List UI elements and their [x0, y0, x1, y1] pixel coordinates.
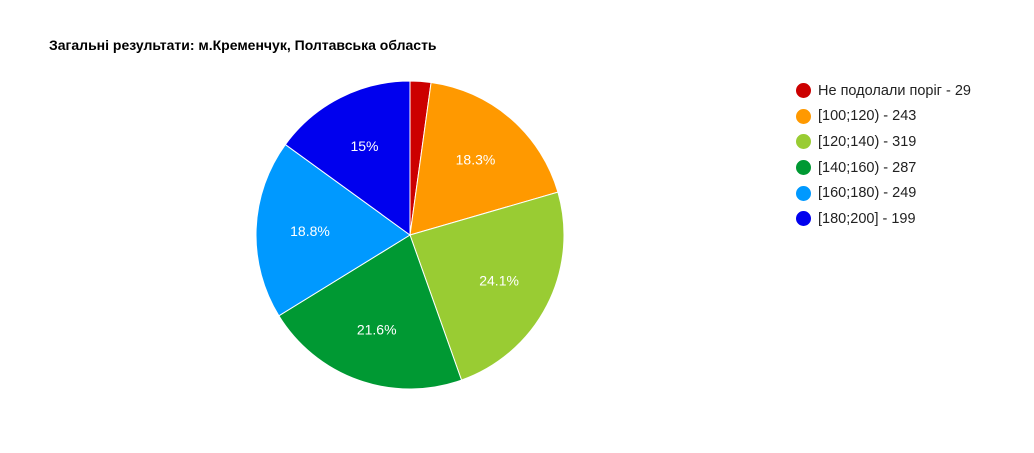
legend-item-4[interactable]: [160;180) - 249: [796, 180, 971, 206]
legend-label: [120;140) - 319: [818, 133, 917, 150]
legend-marker-icon: [796, 160, 811, 176]
slice-percent-label-5: 15%: [350, 138, 378, 154]
legend-label: [140;160) - 287: [818, 159, 917, 176]
legend-label: Не подолали поріг - 29: [818, 82, 971, 99]
legend-item-1[interactable]: [100;120) - 243: [796, 104, 971, 130]
legend-marker-icon: [796, 134, 811, 150]
legend-item-3[interactable]: [140;160) - 287: [796, 155, 971, 181]
legend-item-5[interactable]: [180;200] - 199: [796, 206, 971, 232]
pie-slice-4[interactable]: [255, 143, 411, 317]
legend: Не подолали поріг - 29 [100;120) - 243 [12…: [796, 78, 971, 232]
legend-marker-icon: [796, 211, 811, 227]
chart-title: Загальні результати: м.Кременчук, Полтав…: [49, 37, 437, 53]
slice-percent-label-3: 21.6%: [357, 321, 397, 337]
legend-label: [180;200] - 199: [818, 210, 916, 227]
legend-label: [160;180) - 249: [818, 185, 917, 202]
pie-slice-3[interactable]: [278, 234, 463, 390]
pie-slice-5[interactable]: [284, 80, 411, 236]
pie-slice-1[interactable]: [409, 81, 559, 236]
legend-marker-icon: [796, 108, 811, 124]
legend-item-0[interactable]: Не подолали поріг - 29: [796, 78, 971, 104]
slice-percent-label-4: 18.8%: [290, 223, 330, 239]
slice-percent-label-1: 18.3%: [456, 151, 496, 167]
legend-label: [100;120) - 243: [818, 108, 917, 125]
pie-slice-2[interactable]: [409, 191, 565, 381]
legend-marker-icon: [796, 185, 811, 201]
slice-percent-label-2: 24.1%: [479, 273, 519, 289]
legend-item-2[interactable]: [120;140) - 319: [796, 129, 971, 155]
legend-marker-icon: [796, 83, 811, 99]
